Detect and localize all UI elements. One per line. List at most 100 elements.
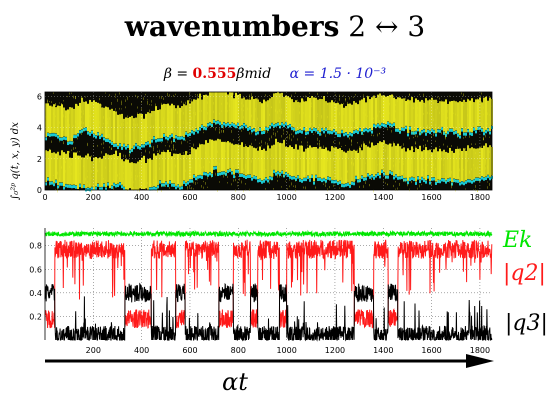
heatmap-band-edge xyxy=(373,124,375,128)
heatmap-band-1-column xyxy=(259,101,261,128)
heatmap-noise xyxy=(255,110,256,112)
heatmap-noise xyxy=(439,111,440,115)
heatmap-band-2-column xyxy=(185,151,187,183)
heatmap-noise xyxy=(51,157,52,160)
heatmap-noise xyxy=(199,170,200,172)
heatmap-noise xyxy=(53,112,54,115)
heatmap-noise xyxy=(233,121,234,124)
heatmap-band-edge xyxy=(351,181,353,185)
heatmap-noise xyxy=(271,178,272,181)
heatmap-noise xyxy=(87,184,88,186)
heatmap-band-edge xyxy=(81,129,83,133)
heatmap-band-2-column xyxy=(425,147,427,181)
heatmap-noise xyxy=(217,138,218,141)
heatmap-noise xyxy=(259,170,260,174)
heatmap-noise xyxy=(491,155,492,159)
heatmap-noise xyxy=(439,97,440,100)
heatmap-noise xyxy=(67,96,68,98)
heatmap-noise xyxy=(85,118,86,122)
heatmap-band-edge xyxy=(235,169,237,173)
heatmap-noise xyxy=(203,128,204,131)
heatmap-noise xyxy=(435,123,436,127)
heatmap-noise xyxy=(439,125,440,127)
heatmap-noise xyxy=(149,132,150,135)
heatmap-noise xyxy=(115,172,116,174)
heatmap-band-2-column xyxy=(433,149,435,178)
heatmap-noise xyxy=(127,96,128,99)
heatmap-band-1-column xyxy=(169,105,171,136)
heatmap-noise xyxy=(433,118,434,122)
heatmap-noise xyxy=(253,169,254,173)
heatmap-band-2-column xyxy=(173,153,175,184)
legend-q3: |q3| xyxy=(505,311,548,336)
heatmap-band-edge xyxy=(197,175,199,179)
heatmap-noise xyxy=(237,97,238,100)
heatmap-noise xyxy=(195,127,196,131)
heatmap-noise xyxy=(323,183,324,185)
heatmap-band-2-column xyxy=(167,149,169,184)
heatmap-noise xyxy=(459,130,460,133)
heatmap-noise xyxy=(373,189,374,193)
heatmap-band-1-column xyxy=(373,95,375,124)
heatmap-noise xyxy=(105,106,106,109)
heatmap-noise xyxy=(289,171,290,175)
heatmap-noise xyxy=(81,132,82,135)
heatmap-band-edge xyxy=(67,142,69,146)
heatmap-noise xyxy=(387,184,388,186)
heatmap-noise xyxy=(293,108,294,111)
heatmap-band-1-column xyxy=(213,92,215,120)
heatmap-noise xyxy=(375,115,376,117)
heatmap-noise xyxy=(233,179,234,182)
heatmap-noise xyxy=(317,137,318,140)
heatmap-noise xyxy=(259,152,260,155)
heatmap-noise xyxy=(63,114,64,118)
heatmap-band-edge xyxy=(153,136,155,140)
heatmap-noise xyxy=(55,115,56,117)
heatmap-band-edge xyxy=(321,179,323,183)
heatmap-noise xyxy=(403,179,404,182)
heatmap-band-1-column xyxy=(365,102,367,128)
heatmap-band-2-column xyxy=(77,155,79,190)
heatmap-noise xyxy=(127,122,128,125)
heatmap-noise xyxy=(295,92,296,94)
heatmap-noise xyxy=(399,169,400,173)
heatmap-noise xyxy=(251,93,252,97)
heatmap-noise xyxy=(213,146,214,148)
heatmap-noise xyxy=(413,132,414,135)
heatmap-band-1-column xyxy=(345,106,347,133)
heatmap-noise xyxy=(193,127,194,131)
heatmap-band-edge xyxy=(169,180,171,184)
heatmap-noise xyxy=(167,106,168,108)
heatmap-band-edge xyxy=(111,142,113,146)
heatmap-noise xyxy=(211,156,212,159)
heatmap-noise xyxy=(105,166,106,169)
heatmap-band-edge xyxy=(249,174,251,178)
heatmap-noise xyxy=(419,184,420,188)
heatmap-noise xyxy=(289,185,290,188)
heatmap-noise xyxy=(467,114,468,117)
heatmap-noise xyxy=(149,109,150,113)
heatmap-noise xyxy=(157,144,158,148)
heatmap-band-edge xyxy=(397,128,399,132)
heatmap-noise xyxy=(99,159,100,162)
heatmap-band-edge xyxy=(305,132,307,136)
heatmap-band-edge xyxy=(63,136,65,140)
heatmap-noise xyxy=(285,180,286,182)
heatmap-noise xyxy=(479,166,480,168)
heatmap-noise xyxy=(265,94,266,97)
heatmap-noise xyxy=(217,189,218,192)
heatmap-noise xyxy=(199,95,200,98)
heatmap-band-1-column xyxy=(467,99,469,129)
heatmap-band-edge xyxy=(401,127,403,131)
heatmap-band-1-column xyxy=(227,94,229,123)
heatmap-band-edge xyxy=(217,173,219,177)
heatmap-noise xyxy=(361,144,362,147)
heatmap-noise xyxy=(179,188,180,191)
heatmap-noise xyxy=(411,122,412,125)
heatmap-band-edge xyxy=(371,174,373,178)
heatmap-band-1-column xyxy=(285,95,287,122)
heatmap-noise xyxy=(103,116,104,119)
heatmap-band-2-column xyxy=(269,148,271,177)
heatmap-noise xyxy=(161,142,162,144)
